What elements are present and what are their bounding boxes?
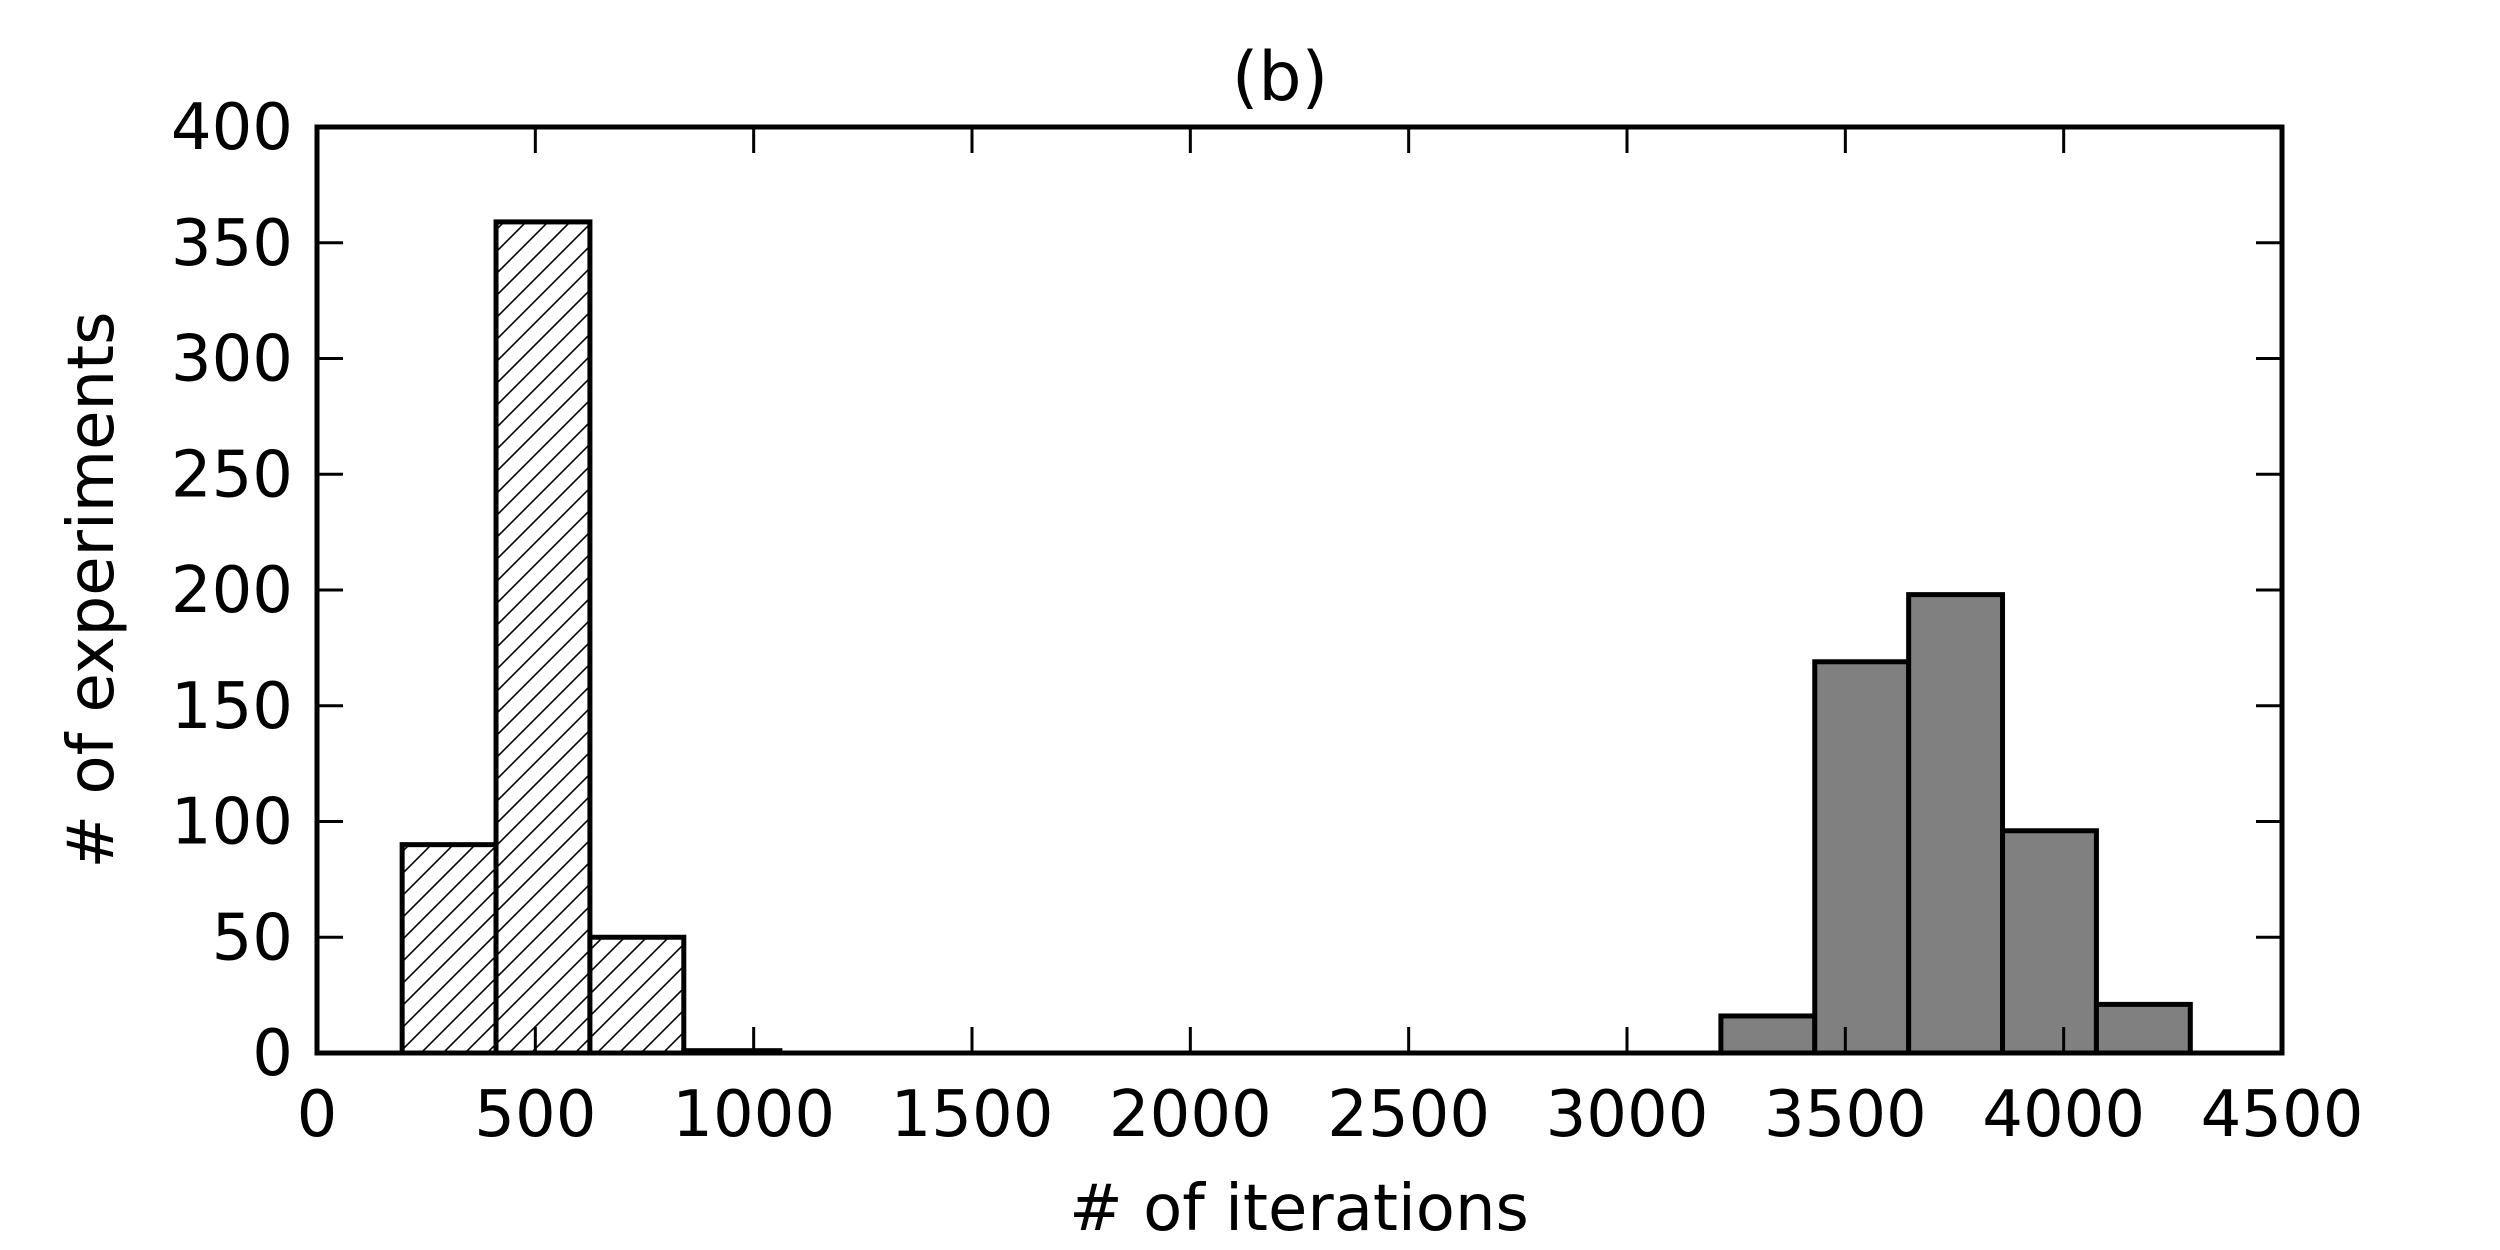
- x-tick-label: 0: [297, 1078, 338, 1152]
- bar-series2-3: [1906, 592, 2006, 1056]
- y-tick-label: 150: [171, 670, 293, 744]
- x-tick-label: 1500: [891, 1078, 1054, 1152]
- y-axis-label: # of experiments: [55, 312, 129, 869]
- bars-group: [399, 219, 2193, 1056]
- chart-title: (b): [1232, 38, 1328, 117]
- y-tick-label: 250: [171, 438, 293, 512]
- y-tick-label: 50: [212, 901, 293, 975]
- bar-series2-4: [2000, 828, 2099, 1056]
- bar-series1-1: [399, 842, 499, 1056]
- plot-frame: [314, 124, 2285, 1056]
- ticks-group: 0 500 1000 1500 2000 2500 3000 3500 4000 4500 0 50 1…: [171, 91, 2364, 1152]
- y-tick-label: 100: [171, 786, 293, 860]
- x-tick-label: 4000: [1982, 1078, 2145, 1152]
- x-tick-label: 2000: [1109, 1078, 1272, 1152]
- x-tick-label: 2500: [1327, 1078, 1490, 1152]
- bar-series1-2: [493, 219, 593, 1056]
- x-tick-label: 1000: [672, 1078, 835, 1152]
- x-tick-label: 4500: [2201, 1078, 2364, 1152]
- bar-series2-1: [1718, 1013, 1818, 1056]
- bar-series2-2: [1812, 659, 1912, 1056]
- bar-series2-5: [2093, 1001, 2193, 1056]
- y-tick-label: 0: [252, 1017, 293, 1091]
- x-tick-label: 3000: [1546, 1078, 1709, 1152]
- x-axis-label: # of iterations: [1069, 1172, 1529, 1246]
- x-tick-label: 3500: [1764, 1078, 1927, 1152]
- y-tick-label: 200: [171, 554, 293, 628]
- bar-series1-3: [587, 934, 687, 1056]
- y-tick-label: 400: [171, 91, 293, 165]
- y-tick-label: 350: [171, 207, 293, 281]
- x-tick-label: 500: [474, 1078, 596, 1152]
- y-tick-label: 300: [171, 323, 293, 397]
